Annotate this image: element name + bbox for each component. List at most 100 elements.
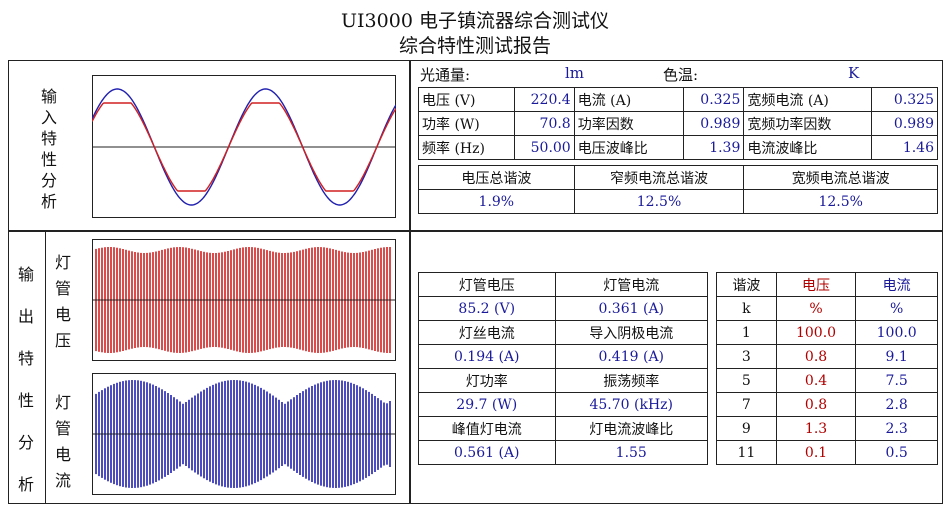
param-label: 频率 (Hz) bbox=[418, 135, 515, 160]
param-value: 50.00 bbox=[513, 135, 575, 160]
report-subtitle: 综合特性测试报告 bbox=[398, 35, 551, 57]
output-param-header-row: 灯功率 振荡频率 bbox=[418, 368, 708, 393]
report-frame bbox=[8, 60, 943, 504]
thd-narrow-current-header: 窄频电流总谐波 bbox=[573, 165, 745, 190]
report-title: UI3000 电子镇流器综合测试仪 bbox=[341, 10, 609, 32]
thd-table: 电压总谐波 窄频电流总谐波 宽频电流总谐波 1.9% 12.5% 12.5% bbox=[418, 165, 938, 214]
harmonic-current: 2.3 bbox=[855, 416, 938, 441]
output-param-label: 灯电流波峰比 bbox=[554, 416, 708, 441]
output-param-value: 45.70 (kHz) bbox=[554, 392, 708, 417]
lamp-voltage-waveform bbox=[92, 239, 396, 361]
harmonic-order-unit: k bbox=[716, 296, 777, 321]
output-param-value: 0.361 (A) bbox=[554, 296, 708, 321]
output-param-label: 峰值灯电流 bbox=[418, 416, 556, 441]
output-param-label: 灯丝电流 bbox=[418, 320, 556, 345]
output-param-label: 振荡频率 bbox=[554, 368, 708, 393]
output-param-label: 导入阴极电流 bbox=[554, 320, 708, 345]
input-current-wave bbox=[92, 102, 396, 192]
output-section-label: 输出特性分析 bbox=[17, 265, 34, 494]
lamp-current-label: 灯管电流 bbox=[54, 393, 71, 490]
param-label: 电压 (V) bbox=[418, 87, 515, 112]
harmonic-row: 1 100.0 100.0 bbox=[716, 320, 938, 345]
output-param-value: 0.419 (A) bbox=[554, 344, 708, 369]
lamp-current-waveform bbox=[92, 373, 396, 495]
output-label-divider bbox=[45, 232, 46, 504]
harmonic-order-header: 谐波 bbox=[716, 272, 777, 297]
output-param-label: 灯管电流 bbox=[554, 272, 708, 297]
output-param-value-row: 0.561 (A) 1.55 bbox=[418, 440, 708, 465]
harmonic-voltage-header: 电压 bbox=[775, 272, 857, 297]
output-param-value: 85.2 (V) bbox=[418, 296, 556, 321]
output-param-label: 灯功率 bbox=[418, 368, 556, 393]
param-label: 电压波峰比 bbox=[573, 135, 685, 160]
thd-wide-current-header: 宽频电流总谐波 bbox=[743, 165, 938, 190]
input-param-row: 频率 (Hz) 50.00 电压波峰比 1.39 电流波峰比 1.46 bbox=[418, 135, 938, 160]
section-divider bbox=[8, 230, 943, 232]
param-value: 0.989 bbox=[871, 111, 938, 136]
harmonic-voltage: 0.8 bbox=[775, 344, 857, 369]
output-param-header-row: 灯管电压 灯管电流 bbox=[418, 272, 708, 297]
param-label: 电流 (A) bbox=[573, 87, 685, 112]
param-label: 功率因数 bbox=[573, 111, 685, 136]
harmonic-voltage: 0.1 bbox=[775, 440, 857, 465]
output-param-label: 灯管电压 bbox=[418, 272, 556, 297]
harmonic-current: 2.8 bbox=[855, 392, 938, 417]
harmonic-row: 9 1.3 2.3 bbox=[716, 416, 938, 441]
output-params-table: 灯管电压 灯管电流 85.2 (V) 0.361 (A) 灯丝电流 导入阴极电流 0.194… bbox=[418, 272, 708, 465]
harmonic-current-unit: % bbox=[855, 296, 938, 321]
thd-wide-current-value: 12.5% bbox=[743, 189, 938, 214]
harmonic-order: 5 bbox=[716, 368, 777, 393]
harmonic-voltage: 0.8 bbox=[775, 392, 857, 417]
harmonic-current: 9.1 bbox=[855, 344, 938, 369]
harmonic-voltage-unit: % bbox=[775, 296, 857, 321]
harmonic-current: 100.0 bbox=[855, 320, 938, 345]
harmonic-order: 3 bbox=[716, 344, 777, 369]
input-param-row: 电压 (V) 220.4 电流 (A) 0.325 宽频电流 (A) 0.325 bbox=[418, 87, 938, 112]
param-value: 0.989 bbox=[683, 111, 745, 136]
harmonic-voltage: 0.4 bbox=[775, 368, 857, 393]
flux-colortemp-row: 光通量: lm 色温: K bbox=[420, 64, 940, 84]
harmonic-order: 11 bbox=[716, 440, 777, 465]
harmonic-row: 7 0.8 2.8 bbox=[716, 392, 938, 417]
colortemp-unit: K bbox=[848, 64, 860, 82]
flux-label: 光通量: bbox=[420, 66, 471, 84]
harmonic-current: 7.5 bbox=[855, 368, 938, 393]
output-param-value: 0.561 (A) bbox=[418, 440, 556, 465]
thd-narrow-current-value: 12.5% bbox=[573, 189, 745, 214]
column-divider bbox=[409, 60, 411, 504]
harmonic-row: 3 0.8 9.1 bbox=[716, 344, 938, 369]
input-waveform-chart bbox=[92, 75, 396, 218]
param-value: 1.46 bbox=[871, 135, 938, 160]
harmonic-order: 9 bbox=[716, 416, 777, 441]
param-label: 功率 (W) bbox=[418, 111, 515, 136]
param-value: 0.325 bbox=[871, 87, 938, 112]
output-param-value: 1.55 bbox=[554, 440, 708, 465]
param-label: 宽频功率因数 bbox=[743, 111, 873, 136]
output-param-value-row: 29.7 (W) 45.70 (kHz) bbox=[418, 392, 708, 417]
harmonic-order: 1 bbox=[716, 320, 777, 345]
input-voltage-wave bbox=[92, 88, 396, 206]
output-param-value: 0.194 (A) bbox=[418, 344, 556, 369]
thd-voltage-header: 电压总谐波 bbox=[418, 165, 575, 190]
output-param-value-row: 85.2 (V) 0.361 (A) bbox=[418, 296, 708, 321]
harmonic-row: 5 0.4 7.5 bbox=[716, 368, 938, 393]
output-param-header-row: 灯丝电流 导入阴极电流 bbox=[418, 320, 708, 345]
harmonics-table: 谐波 电压 电流 k % % 1 100.0 100.0 3 0.8 9.1 5 0.4 7.5… bbox=[716, 272, 938, 465]
output-param-value: 29.7 (W) bbox=[418, 392, 556, 417]
param-value: 1.39 bbox=[683, 135, 745, 160]
param-label: 宽频电流 (A) bbox=[743, 87, 873, 112]
flux-unit: lm bbox=[565, 64, 585, 82]
colortemp-label: 色温: bbox=[663, 66, 699, 84]
thd-voltage-value: 1.9% bbox=[418, 189, 575, 214]
param-label: 电流波峰比 bbox=[743, 135, 873, 160]
input-section-label: 输入特性分析 bbox=[40, 87, 57, 211]
harmonic-voltage: 100.0 bbox=[775, 320, 857, 345]
harmonic-current: 0.5 bbox=[855, 440, 938, 465]
harmonic-row: 11 0.1 0.5 bbox=[716, 440, 938, 465]
input-param-row: 功率 (W) 70.8 功率因数 0.989 宽频功率因数 0.989 bbox=[418, 111, 938, 136]
output-param-header-row: 峰值灯电流 灯电流波峰比 bbox=[418, 416, 708, 441]
lamp-voltage-label: 灯管电压 bbox=[54, 253, 71, 350]
param-value: 0.325 bbox=[683, 87, 745, 112]
harmonic-order: 7 bbox=[716, 392, 777, 417]
param-value: 220.4 bbox=[513, 87, 575, 112]
